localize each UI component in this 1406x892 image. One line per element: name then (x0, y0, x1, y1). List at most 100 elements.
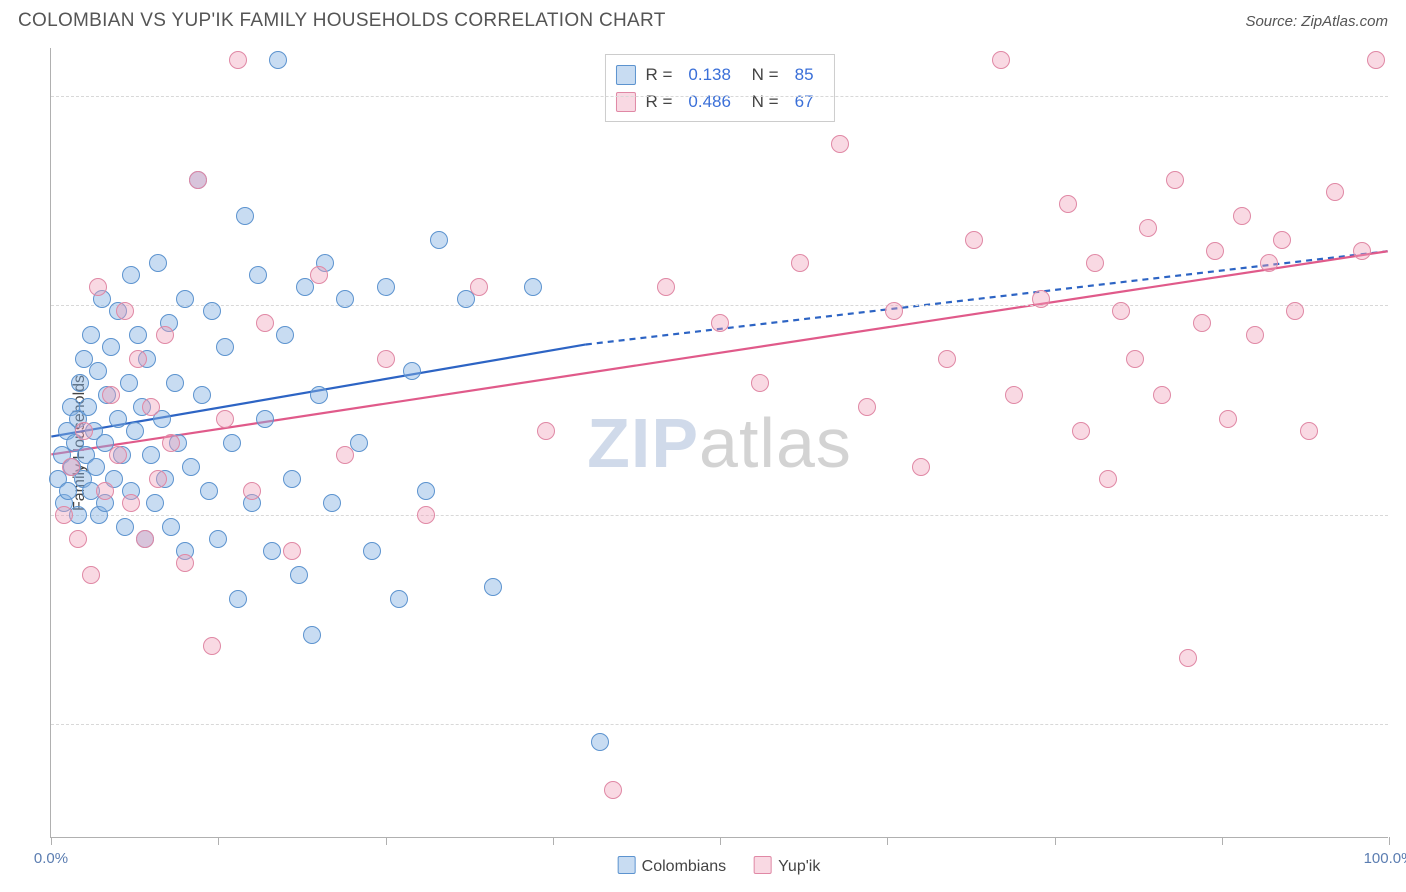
legend-swatch (615, 92, 635, 112)
data-point (283, 542, 301, 560)
legend-item: Colombians (618, 856, 726, 876)
data-point (1206, 242, 1224, 260)
data-point (166, 374, 184, 392)
trend-lines-layer (51, 48, 1388, 837)
data-point (1126, 350, 1144, 368)
stats-n-label: N = (747, 61, 779, 88)
data-point (1005, 386, 1023, 404)
data-point (156, 326, 174, 344)
data-point (657, 278, 675, 296)
data-point (71, 374, 89, 392)
data-point (791, 254, 809, 272)
data-point (102, 386, 120, 404)
data-point (149, 470, 167, 488)
data-point (126, 422, 144, 440)
data-point (831, 135, 849, 153)
data-point (1179, 649, 1197, 667)
data-point (377, 350, 395, 368)
x-tick (1222, 837, 1223, 845)
data-point (290, 566, 308, 584)
data-point (524, 278, 542, 296)
data-point (236, 207, 254, 225)
data-point (912, 458, 930, 476)
chart-container: Family Households ZIPatlas R =0.138 N =8… (50, 48, 1388, 838)
series-legend: Colombians Yup'ik (618, 856, 821, 876)
data-point (1233, 207, 1251, 225)
data-point (82, 326, 100, 344)
data-point (1246, 326, 1264, 344)
gridline-h (51, 96, 1388, 97)
legend-swatch (615, 65, 635, 85)
data-point (149, 254, 167, 272)
legend-label: Yup'ik (778, 858, 820, 875)
data-point (1273, 231, 1291, 249)
data-point (1286, 302, 1304, 320)
plot-area: ZIPatlas R =0.138 N =85R =0.486 N =67 47… (50, 48, 1388, 838)
stats-n-value: 85 (795, 61, 814, 88)
watermark-atlas: atlas (699, 404, 852, 482)
data-point (203, 637, 221, 655)
data-point (216, 338, 234, 356)
data-point (89, 362, 107, 380)
data-point (390, 590, 408, 608)
legend-item: Yup'ik (754, 856, 820, 876)
data-point (403, 362, 421, 380)
gridline-h (51, 515, 1388, 516)
x-tick (386, 837, 387, 845)
data-point (1099, 470, 1117, 488)
stats-r-value: 0.486 (688, 88, 731, 115)
data-point (1086, 254, 1104, 272)
data-point (269, 51, 287, 69)
legend-label: Colombians (642, 858, 726, 875)
x-tick-label: 0.0% (34, 850, 68, 867)
data-point (122, 266, 140, 284)
stats-r-value: 0.138 (688, 61, 731, 88)
data-point (69, 530, 87, 548)
data-point (310, 386, 328, 404)
data-point (336, 446, 354, 464)
data-point (200, 482, 218, 500)
data-point (417, 506, 435, 524)
data-point (193, 386, 211, 404)
data-point (256, 314, 274, 332)
data-point (1219, 410, 1237, 428)
data-point (1112, 302, 1130, 320)
data-point (102, 338, 120, 356)
data-point (136, 530, 154, 548)
data-point (283, 470, 301, 488)
watermark: ZIPatlas (587, 403, 852, 483)
data-point (303, 626, 321, 644)
data-point (229, 590, 247, 608)
data-point (965, 231, 983, 249)
x-tick (553, 837, 554, 845)
data-point (711, 314, 729, 332)
watermark-zip: ZIP (587, 404, 699, 482)
data-point (858, 398, 876, 416)
data-point (116, 302, 134, 320)
data-point (209, 530, 227, 548)
data-point (176, 554, 194, 572)
data-point (1153, 386, 1171, 404)
stats-row: R =0.138 N =85 (615, 61, 819, 88)
data-point (256, 410, 274, 428)
data-point (109, 446, 127, 464)
data-point (59, 482, 77, 500)
data-point (430, 231, 448, 249)
legend-swatch (754, 856, 772, 874)
data-point (87, 458, 105, 476)
data-point (938, 350, 956, 368)
data-point (249, 266, 267, 284)
data-point (1300, 422, 1318, 440)
data-point (885, 302, 903, 320)
data-point (120, 374, 138, 392)
gridline-h (51, 305, 1388, 306)
data-point (1260, 254, 1278, 272)
data-point (129, 326, 147, 344)
data-point (1353, 242, 1371, 260)
data-point (363, 542, 381, 560)
x-tick (1055, 837, 1056, 845)
stats-n-label: N = (747, 88, 779, 115)
data-point (323, 494, 341, 512)
stats-r-label: R = (645, 88, 672, 115)
data-point (276, 326, 294, 344)
